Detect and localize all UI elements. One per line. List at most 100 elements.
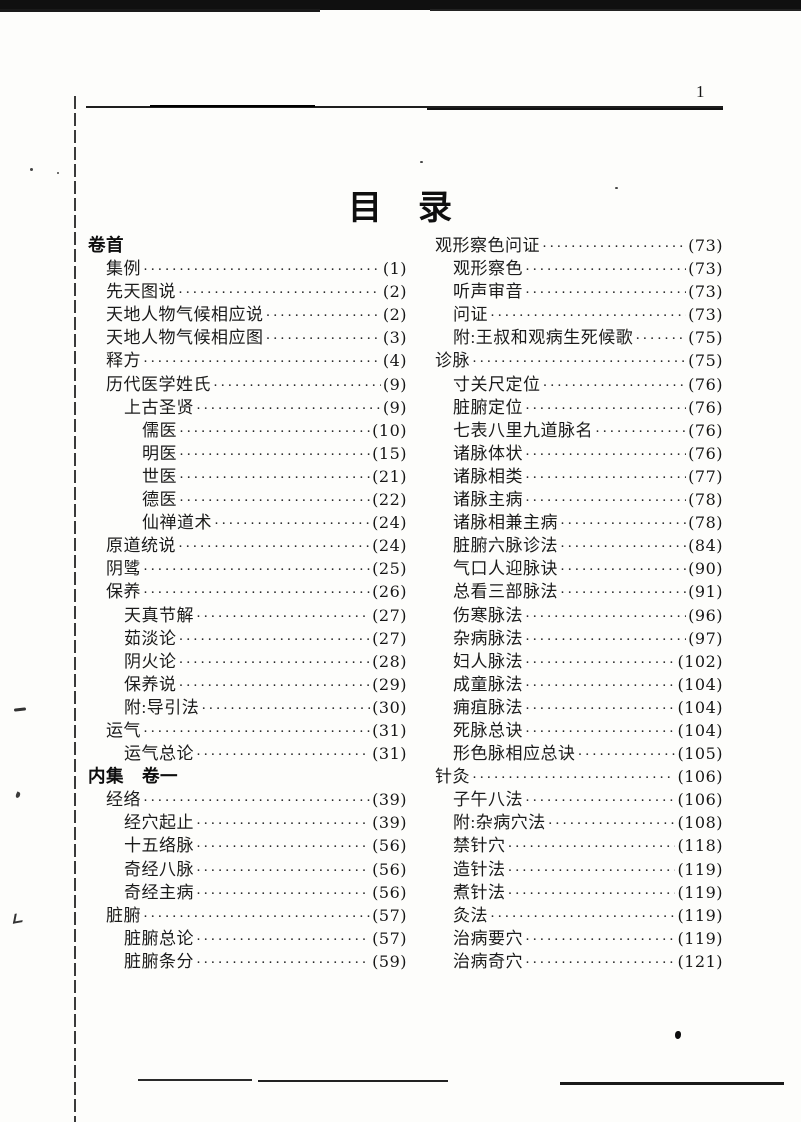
toc-entry: 天地人物气候相应说 (2) <box>88 303 407 326</box>
entry-title: 天地人物气候相应图 <box>106 328 264 348</box>
dot-leader <box>143 904 370 929</box>
entry-title: 德医 <box>142 490 177 510</box>
toc-entry: 观形察色 (73) <box>417 257 723 280</box>
entry-title: 保养 <box>106 582 141 602</box>
entry-page-number: (73) <box>688 259 723 279</box>
entry-title: 天真节解 <box>124 605 194 625</box>
toc-entry: 妇人脉法 (102) <box>417 650 723 673</box>
toc-entry: 附:王叔和观病生死候歌 (75) <box>417 326 723 349</box>
entry-title: 脏腑 <box>106 905 141 925</box>
entry-title: 十五络脉 <box>124 836 194 856</box>
header-rule-segment <box>150 105 315 107</box>
entry-title: 阴骘 <box>106 559 141 579</box>
entry-title: 痈疽脉法 <box>453 697 523 717</box>
dot-leader <box>525 280 686 305</box>
entry-page-number: (91) <box>688 582 723 602</box>
entry-title: 阴火论 <box>124 651 177 671</box>
entry-title: 禁针穴 <box>453 836 506 856</box>
entry-title: 诸脉主病 <box>453 490 523 510</box>
scan-artifact-bottom-line <box>560 1082 784 1085</box>
entry-title: 天地人物气候相应说 <box>106 305 264 325</box>
dot-leader <box>560 534 686 559</box>
toc-entry: 奇经主病 (56) <box>88 881 407 904</box>
dot-leader <box>525 950 675 975</box>
entry-page-number: (76) <box>688 443 723 463</box>
toc-entry: 阴火论 (28) <box>88 650 407 673</box>
entry-title: 卷首 <box>88 235 124 255</box>
toc-entry: 附:杂病穴法 (108) <box>417 811 723 834</box>
entry-page-number: (75) <box>688 351 723 371</box>
entry-title: 七表八里九道脉名 <box>453 420 593 440</box>
entry-title: 治病奇穴 <box>453 951 523 971</box>
dot-leader <box>196 604 370 629</box>
dot-leader <box>508 881 676 906</box>
dot-leader <box>490 303 686 328</box>
entry-page-number: (2) <box>382 305 407 325</box>
entry-page-number: (9) <box>382 374 407 394</box>
toc-section-header: 卷首 <box>88 234 407 257</box>
scan-artifact-bottom-line <box>138 1079 252 1081</box>
entry-title: 附:导引法 <box>124 697 200 717</box>
entry-title: 儒医 <box>142 420 177 440</box>
entry-page-number: (90) <box>688 559 723 579</box>
dot-leader <box>213 373 381 398</box>
entry-page-number: (3) <box>382 328 407 348</box>
toc-section-header: 内集 卷一 <box>88 765 407 788</box>
dot-leader <box>196 742 370 767</box>
scan-artifact-bottom-line <box>258 1080 448 1082</box>
dot-leader <box>525 719 675 744</box>
entry-page-number: (27) <box>372 628 407 648</box>
entry-page-number: (56) <box>372 859 407 879</box>
toc-entry: 运气 (31) <box>88 719 407 742</box>
entry-title: 上古圣贤 <box>124 397 194 417</box>
entry-title: 仙禅道术 <box>142 513 212 533</box>
entry-page-number: (73) <box>688 282 723 302</box>
toc-entry: 附:导引法 (30) <box>88 696 407 719</box>
entry-page-number: (73) <box>688 305 723 325</box>
toc-entry: 七表八里九道脉名 (76) <box>417 419 723 442</box>
entry-title: 总看三部脉法 <box>453 582 558 602</box>
toc-entry: 十五络脉 (56) <box>88 834 407 857</box>
dot-leader <box>143 719 370 744</box>
entry-title: 脏腑定位 <box>453 397 523 417</box>
entry-title: 明医 <box>142 443 177 463</box>
entry-title: 形色脉相应总诀 <box>453 744 576 764</box>
toc-entry: 死脉总诀 (104) <box>417 719 723 742</box>
scan-artifact-margin-mark <box>12 912 25 924</box>
entry-title: 妇人脉法 <box>453 651 523 671</box>
entry-page-number: (15) <box>372 443 407 463</box>
entry-page-number: (29) <box>372 674 407 694</box>
toc-entry: 脏腑 (57) <box>88 904 407 927</box>
toc-entry: 保养 (26) <box>88 580 407 603</box>
dot-leader <box>525 673 675 698</box>
entry-title: 茹淡论 <box>124 628 177 648</box>
toc-entry: 诊脉 (75) <box>417 349 723 372</box>
entry-page-number: (24) <box>372 513 407 533</box>
dot-leader <box>525 604 686 629</box>
toc-entry: 造针法 (119) <box>417 858 723 881</box>
toc-entry: 诸脉相兼主病 (78) <box>417 511 723 534</box>
entry-page-number: (108) <box>677 813 723 833</box>
toc-entry: 子午八法 (106) <box>417 788 723 811</box>
scan-artifact-speck <box>57 172 59 174</box>
entry-page-number: (78) <box>688 490 723 510</box>
scan-artifact-margin-mark <box>14 791 22 799</box>
toc-entry: 伤寒脉法 (96) <box>417 604 723 627</box>
entry-page-number: (59) <box>372 951 407 971</box>
entry-page-number: (24) <box>372 536 407 556</box>
entry-title: 奇经主病 <box>124 882 194 902</box>
entry-page-number: (104) <box>677 697 723 717</box>
entry-page-number: (9) <box>382 397 407 417</box>
entry-title: 脏腑总论 <box>124 928 194 948</box>
toc-entry: 总看三部脉法 (91) <box>417 580 723 603</box>
entry-page-number: (119) <box>677 859 723 879</box>
entry-title: 杂病脉法 <box>453 628 523 648</box>
toc-entry: 儒医 (10) <box>88 419 407 442</box>
entry-page-number: (121) <box>677 951 723 971</box>
dot-leader <box>472 765 675 790</box>
entry-page-number: (75) <box>688 328 723 348</box>
toc-entry: 脏腑六脉诊法 (84) <box>417 534 723 557</box>
entry-page-number: (57) <box>372 905 407 925</box>
dot-leader <box>490 904 675 929</box>
dot-leader <box>560 580 686 605</box>
